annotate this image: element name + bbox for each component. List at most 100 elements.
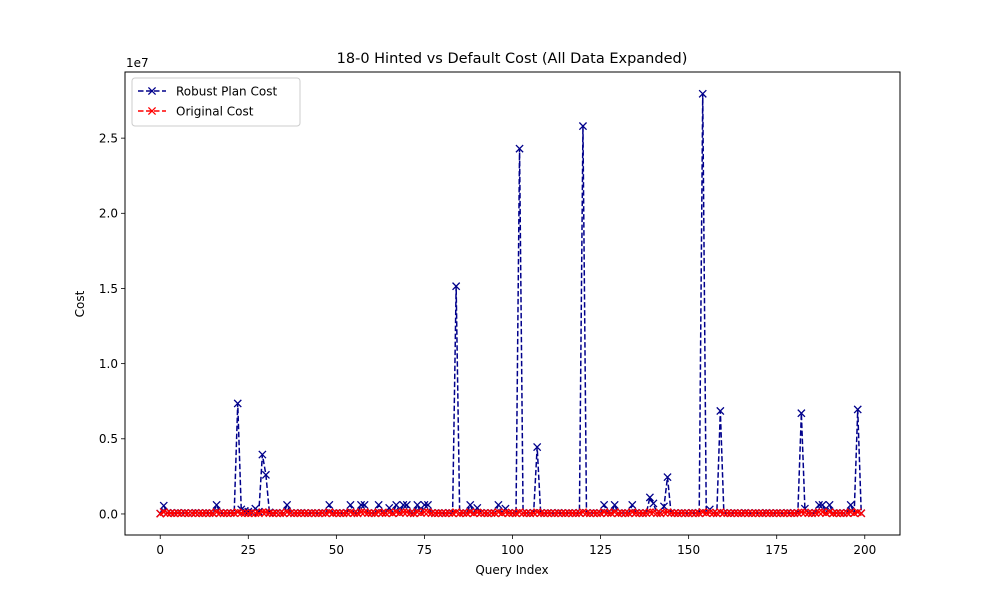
data-point-original — [733, 509, 743, 518]
data-point-original — [304, 509, 313, 518]
data-point-original — [832, 508, 841, 518]
data-point-original — [755, 509, 764, 518]
data-point-original — [335, 509, 344, 518]
data-point-original — [723, 509, 732, 518]
data-point-original — [751, 508, 760, 518]
data-point-original — [251, 509, 260, 518]
data-point-original — [645, 508, 654, 517]
data-point-robust — [578, 122, 588, 131]
legend-x-marker — [147, 86, 157, 96]
data-point-original — [187, 509, 196, 518]
data-point-original — [508, 509, 517, 518]
data-point-original — [747, 509, 757, 518]
data-point-robust — [610, 500, 619, 509]
data-point-original — [726, 509, 735, 518]
data-point-original — [635, 509, 644, 518]
data-point-original — [194, 509, 204, 518]
data-point-original — [445, 508, 454, 518]
data-point-original — [526, 509, 535, 518]
data-point-robust — [258, 450, 267, 459]
data-point-robust — [159, 501, 168, 510]
legend-x-marker — [147, 106, 157, 116]
data-point-original — [226, 508, 235, 518]
data-point-original — [709, 509, 718, 518]
legend-marker-original — [147, 106, 157, 116]
legend-box — [131, 77, 301, 127]
data-point-original — [356, 508, 366, 517]
data-point-original — [504, 508, 514, 518]
data-point-original — [286, 508, 295, 518]
data-point-original — [244, 509, 253, 518]
legend-entry-robust: Robust Plan Cost — [138, 85, 277, 99]
data-point-original — [441, 509, 450, 518]
data-point-original — [652, 509, 661, 518]
data-point-robust — [698, 89, 707, 98]
data-point-robust — [413, 500, 422, 509]
data-point-original — [434, 508, 443, 518]
data-point-original — [339, 509, 348, 518]
data-point-robust — [716, 406, 725, 416]
x-tick-label: 175 — [765, 543, 788, 557]
legend: Robust Plan Cost Original Cost — [131, 77, 301, 127]
data-point-original — [677, 508, 686, 518]
data-point-robust — [797, 409, 806, 418]
data-point-robust — [402, 500, 411, 509]
data-point-original — [765, 509, 774, 518]
data-point-original — [744, 509, 753, 518]
data-point-original — [364, 508, 373, 518]
x-tick-label: 200 — [853, 543, 876, 557]
data-point-original — [550, 509, 559, 518]
data-point-original — [166, 509, 175, 518]
data-point-robust — [853, 405, 862, 414]
data-point-robust — [494, 500, 503, 509]
data-point-original — [758, 509, 767, 518]
data-point-original — [670, 509, 679, 518]
data-point-original — [430, 509, 440, 518]
data-point-original — [592, 509, 602, 518]
y-axis-title: Cost — [73, 290, 87, 317]
data-point-original — [170, 509, 179, 518]
data-point-original — [621, 509, 630, 518]
data-point-original — [772, 508, 781, 518]
data-point-robust — [261, 470, 270, 479]
data-point-original — [540, 509, 549, 518]
data-point-robust — [659, 502, 669, 511]
x-tick-label: 150 — [677, 543, 700, 557]
data-point-original — [684, 509, 693, 518]
data-point-robust — [825, 500, 834, 509]
x-tick-label: 100 — [501, 543, 524, 557]
data-point-original — [807, 509, 816, 518]
data-point-original — [681, 509, 690, 518]
data-point-original — [564, 508, 573, 518]
data-point-original — [184, 509, 193, 518]
data-point-original — [293, 509, 302, 518]
data-point-original — [857, 509, 866, 518]
x-axis-title: Query Index — [475, 563, 548, 577]
data-point-original — [691, 509, 700, 518]
data-point-original — [519, 508, 528, 518]
data-point-original — [483, 509, 492, 518]
y-tick-label: 0.0 — [99, 507, 118, 521]
data-point-original — [585, 509, 595, 518]
data-point-original — [247, 508, 256, 518]
data-point-original — [786, 509, 795, 518]
data-point-original — [797, 508, 806, 517]
data-point-robust — [533, 443, 542, 452]
data-point-original — [480, 509, 489, 518]
data-point-original — [205, 509, 214, 518]
data-point-original — [420, 508, 429, 517]
data-point-original — [614, 509, 623, 518]
data-point-original — [297, 508, 306, 518]
data-point-original — [762, 508, 771, 518]
data-point-original — [290, 509, 299, 518]
data-point-original — [829, 509, 838, 518]
data-point-original — [311, 509, 320, 518]
data-point-original — [730, 508, 739, 518]
data-point-original — [265, 509, 274, 518]
data-point-robust — [846, 500, 855, 509]
data-point-robust — [600, 500, 609, 509]
data-point-original — [561, 509, 570, 518]
x-tick-label: 50 — [329, 543, 344, 557]
data-point-robust — [818, 500, 827, 509]
data-point-original — [814, 508, 824, 517]
